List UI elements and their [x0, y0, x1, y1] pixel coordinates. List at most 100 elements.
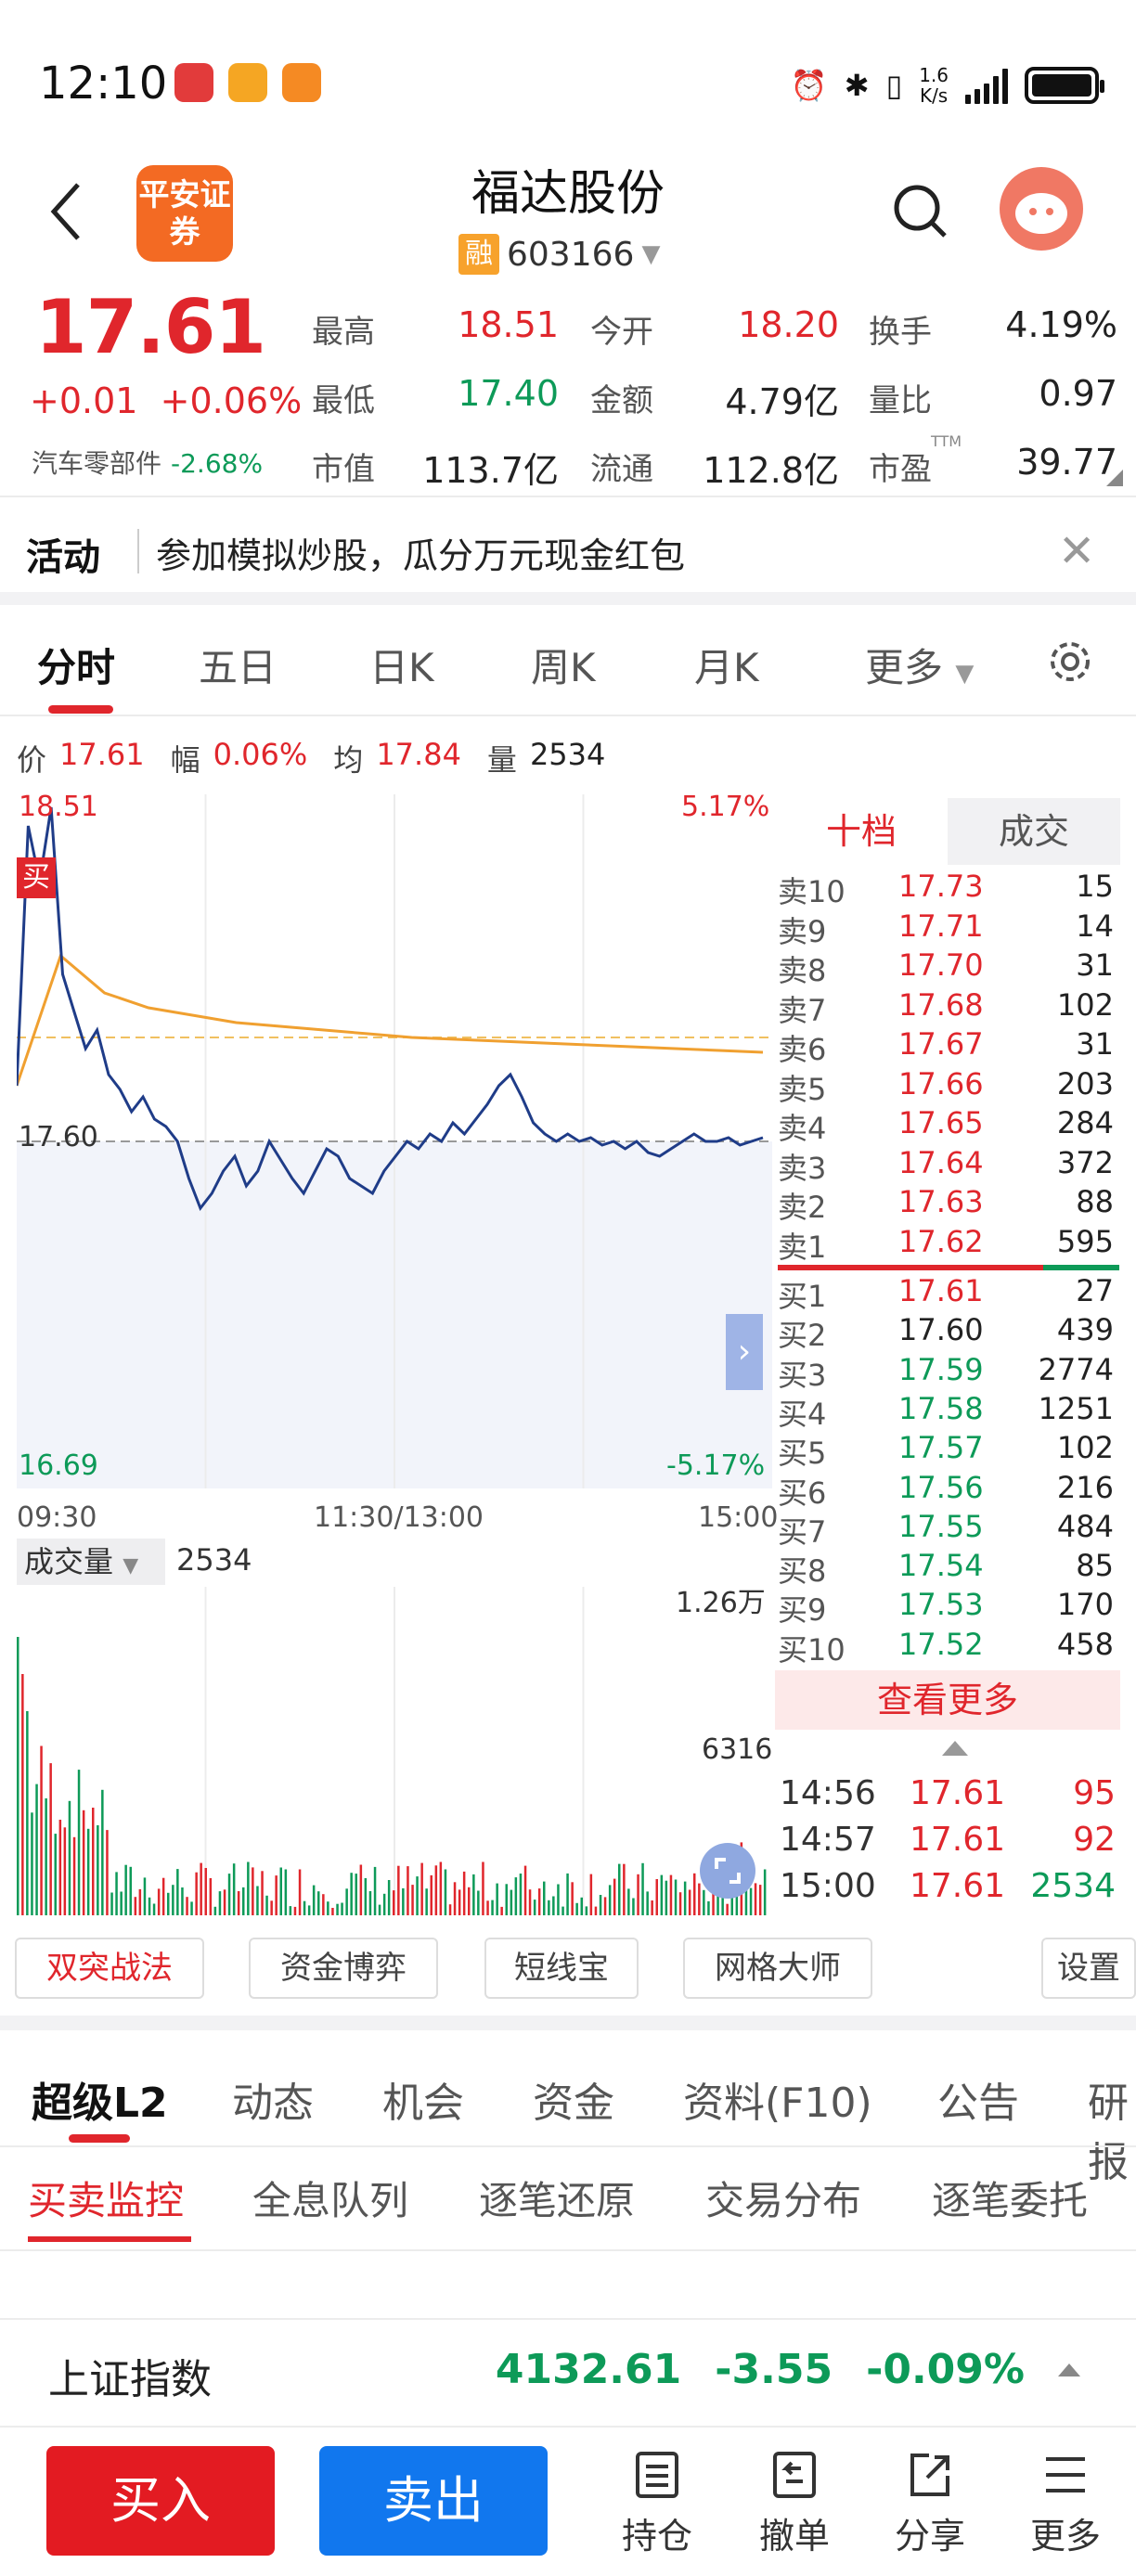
assistant-avatar[interactable]: [1000, 167, 1083, 251]
level-label: 买3: [778, 1357, 827, 1393]
volume-bar: [678, 1892, 682, 1915]
bid-level-row[interactable]: 买3 17.59 2774: [778, 1352, 1119, 1393]
ask-level-row[interactable]: 卖1 17.62 595: [778, 1223, 1119, 1265]
tool-grid-master[interactable]: 网格大师: [683, 1938, 872, 1999]
tab-five-day[interactable]: 五日: [199, 645, 278, 690]
buy-button[interactable]: 买入: [46, 2446, 275, 2556]
expand-orderbook-button[interactable]: ›: [726, 1314, 763, 1390]
tab-research[interactable]: 研报: [1088, 2080, 1129, 2186]
stock-code-selector[interactable]: 融 603166 ▼: [458, 234, 660, 275]
volume-chart[interactable]: [17, 1587, 772, 1915]
ask-level-row[interactable]: 卖4 17.65 284: [778, 1105, 1119, 1146]
amount-value: 4.79亿: [725, 381, 839, 422]
nav-cancel-order[interactable]: 撤单: [748, 2450, 841, 2558]
tool-settings[interactable]: 设置: [1041, 1938, 1136, 1999]
level-label: 买2: [778, 1318, 827, 1354]
level-label: 买5: [778, 1436, 827, 1472]
volume-bar: [312, 1885, 316, 1915]
market-cap-value: 113.7亿: [422, 450, 559, 491]
sector-info[interactable]: 汽车零部件 -2.68%: [32, 448, 264, 479]
volume-bar: [603, 1897, 607, 1915]
ask-level-row[interactable]: 卖7 17.68 102: [778, 987, 1119, 1028]
volume-max-label: 1.26万: [676, 1587, 766, 1619]
tab-trade-monitor[interactable]: 买卖监控: [28, 2178, 185, 2223]
stock-code: 603166: [507, 235, 635, 274]
volume-bar: [279, 1867, 282, 1915]
signal-icon: [965, 67, 1008, 104]
tool-double-break[interactable]: 双突战法: [15, 1938, 204, 1999]
ask-level-row[interactable]: 卖2 17.63 88: [778, 1184, 1119, 1225]
back-arrow-icon[interactable]: [48, 181, 85, 242]
bid-level-row[interactable]: 买2 17.60 439: [778, 1312, 1119, 1353]
view-more-button[interactable]: 查看更多: [775, 1670, 1120, 1730]
bid-level-row[interactable]: 买7 17.55 484: [778, 1509, 1119, 1550]
sell-button[interactable]: 卖出: [319, 2446, 548, 2556]
bid-level-row[interactable]: 买9 17.53 170: [778, 1587, 1119, 1628]
tab-trade-distribution[interactable]: 交易分布: [705, 2178, 862, 2223]
tab-tick-orders[interactable]: 逐笔委托: [932, 2178, 1089, 2223]
close-icon[interactable]: ✕: [1058, 525, 1096, 577]
ask-level-row[interactable]: 卖9 17.71 14: [778, 908, 1119, 949]
volume-bar: [528, 1889, 532, 1915]
caret-up-icon[interactable]: [1058, 2363, 1080, 2376]
tab-trades[interactable]: 成交: [948, 798, 1120, 865]
nav-share[interactable]: 分享: [884, 2450, 976, 2558]
bid-level-row[interactable]: 买10 17.52 458: [778, 1627, 1119, 1668]
bid-level-row[interactable]: 买6 17.56 216: [778, 1470, 1119, 1511]
bid-level-row[interactable]: 买1 17.61 27: [778, 1273, 1119, 1314]
index-ticker-bar[interactable]: [0, 2318, 1136, 2426]
price-change: +0.01 +0.06%: [30, 380, 303, 421]
tool-fund-game[interactable]: 资金博弈: [249, 1938, 438, 1999]
tool-short-term[interactable]: 短线宝: [484, 1938, 639, 1999]
ask-level-row[interactable]: 卖3 17.64 372: [778, 1145, 1119, 1186]
nav-more[interactable]: 更多: [1019, 2450, 1112, 2558]
tab-announcement[interactable]: 公告: [937, 2080, 1019, 2127]
volume-bar: [152, 1903, 156, 1915]
tab-tick-replay[interactable]: 逐笔还原: [479, 2178, 636, 2223]
tab-weekly-k[interactable]: 周K: [531, 645, 596, 690]
float-cap-label: 流通: [590, 451, 653, 488]
level-volume: 595: [1056, 1223, 1114, 1259]
corner-expand-icon[interactable]: [1106, 470, 1123, 486]
low-label: 最低: [312, 382, 375, 419]
buy-signal-tag[interactable]: 买: [17, 857, 56, 898]
collapse-arrow-icon[interactable]: [942, 1741, 968, 1756]
bid-level-row[interactable]: 买4 17.58 1251: [778, 1391, 1119, 1432]
intraday-chart[interactable]: [17, 794, 772, 1488]
high-label: 最高: [312, 314, 375, 351]
level-label: 买10: [778, 1631, 846, 1668]
tab-ten-levels[interactable]: 十档: [825, 811, 897, 852]
nav-positions[interactable]: 持仓: [611, 2450, 704, 2558]
tab-full-queue[interactable]: 全息队列: [252, 2178, 409, 2223]
search-icon[interactable]: [891, 182, 949, 239]
tab-monthly-k[interactable]: 月K: [694, 645, 759, 690]
activity-banner-text[interactable]: 参加模拟炒股，瓜分万元现金红包: [156, 535, 686, 576]
chart-settings-gear-icon[interactable]: [1047, 638, 1093, 685]
volume-bar: [289, 1906, 292, 1915]
level-price: 17.60: [898, 1312, 984, 1348]
volume-bar: [40, 1745, 43, 1915]
volume-bar: [275, 1875, 278, 1915]
tab-daily-k[interactable]: 日K: [369, 645, 434, 690]
volume-bar: [350, 1873, 353, 1915]
ask-level-row[interactable]: 卖6 17.67 31: [778, 1026, 1119, 1067]
turnover-value: 4.19%: [1005, 304, 1117, 345]
tab-opportunity[interactable]: 机会: [382, 2080, 464, 2127]
tab-super-l2[interactable]: 超级L2: [32, 2080, 168, 2127]
fullscreen-icon[interactable]: [698, 1841, 757, 1900]
tab-more[interactable]: 更多 ▼: [865, 645, 975, 690]
tab-funds[interactable]: 资金: [533, 2080, 614, 2127]
ask-level-row[interactable]: 卖10 17.73 15: [778, 869, 1119, 909]
volume-bar: [327, 1901, 329, 1915]
volume-bar: [181, 1887, 184, 1915]
tab-f10[interactable]: 资料(F10): [683, 2080, 872, 2127]
tab-intraday[interactable]: 分时: [37, 645, 116, 690]
tab-news[interactable]: 动态: [232, 2080, 314, 2127]
volume-indicator-selector[interactable]: 成交量 ▼: [17, 1539, 165, 1585]
level-label: 卖6: [778, 1032, 827, 1067]
ask-level-row[interactable]: 卖8 17.70 31: [778, 947, 1119, 988]
volume-bar: [106, 1830, 109, 1915]
ask-level-row[interactable]: 卖5 17.66 203: [778, 1066, 1119, 1107]
bid-level-row[interactable]: 买5 17.57 102: [778, 1430, 1119, 1471]
bid-level-row[interactable]: 买8 17.54 85: [778, 1548, 1119, 1589]
